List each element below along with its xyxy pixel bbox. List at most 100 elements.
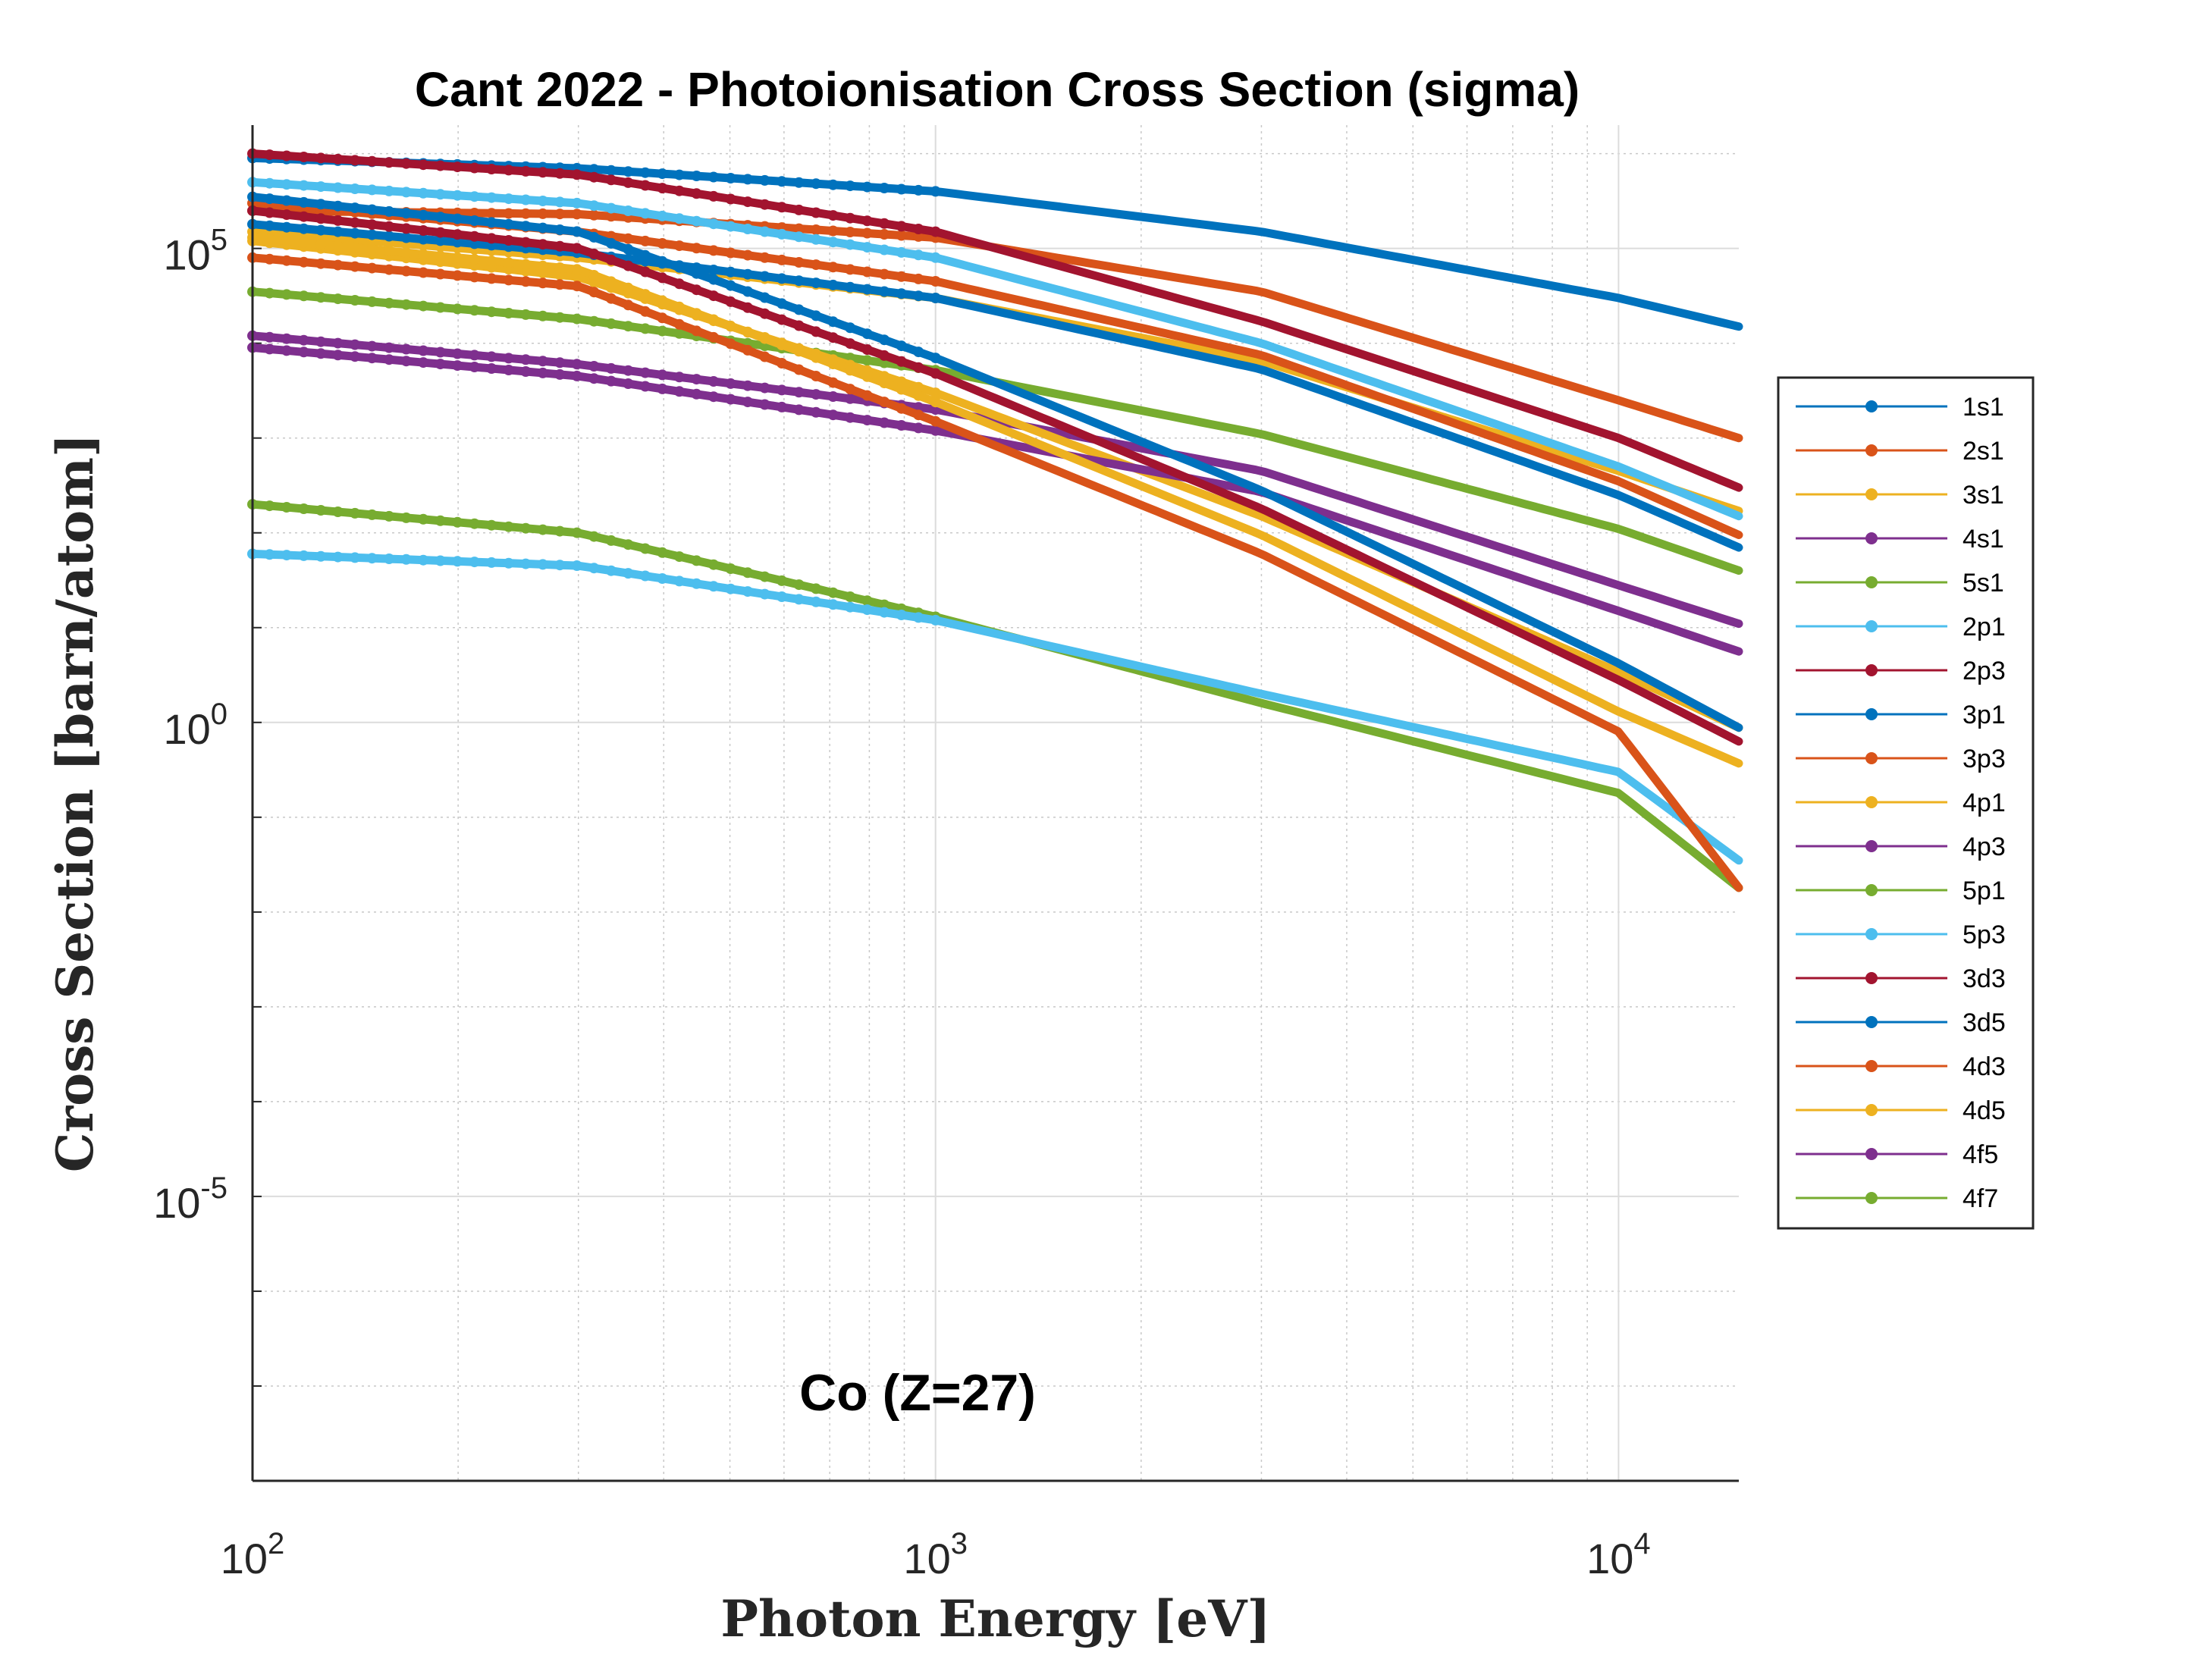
legend-swatch-marker	[1865, 796, 1878, 808]
data-point	[384, 157, 395, 168]
legend-swatch-marker	[1865, 884, 1878, 896]
data-point	[537, 310, 548, 321]
data-point	[418, 159, 429, 171]
data-point	[571, 243, 582, 254]
data-point	[400, 232, 412, 243]
data-point	[708, 190, 719, 202]
data-point	[571, 197, 582, 209]
y-axis-label: Cross Section [barn/atom]	[45, 434, 105, 1172]
legend-label: 2p1	[1963, 613, 2006, 641]
data-point	[845, 281, 856, 293]
data-point	[861, 415, 873, 426]
data-point	[588, 171, 600, 183]
data-point	[827, 316, 839, 328]
data-point	[691, 243, 702, 254]
data-point	[725, 193, 736, 205]
data-point	[708, 274, 719, 285]
data-point	[588, 531, 600, 542]
data-point	[793, 231, 805, 243]
data-point	[384, 510, 395, 522]
data-point	[264, 500, 275, 512]
data-point	[811, 596, 822, 607]
data-point	[913, 381, 924, 393]
data-point	[435, 189, 446, 200]
data-point	[315, 199, 327, 210]
data-point	[503, 235, 514, 246]
data-point	[913, 184, 924, 196]
legend-label: 3d5	[1963, 1008, 2006, 1037]
data-point	[879, 350, 890, 361]
data-point	[691, 188, 702, 199]
legend-swatch-marker	[1865, 972, 1878, 984]
data-point	[896, 610, 907, 620]
data-point	[400, 208, 412, 219]
data-point	[725, 583, 736, 594]
data-point	[708, 218, 719, 230]
data-point	[571, 281, 582, 292]
data-point	[759, 199, 770, 210]
data-point	[777, 228, 787, 240]
data-point	[879, 397, 890, 408]
legend-label: 4s1	[1963, 525, 2004, 554]
data-point	[503, 193, 514, 205]
legend-label: 4f7	[1963, 1184, 1998, 1213]
data-point	[554, 312, 566, 323]
data-point	[264, 343, 275, 355]
data-point	[571, 359, 582, 370]
data-point	[657, 573, 668, 584]
data-point	[930, 416, 941, 427]
data-point	[673, 328, 685, 339]
data-point	[418, 357, 429, 368]
data-point	[452, 270, 463, 281]
data-point	[350, 242, 361, 253]
legend-label: 5s1	[1963, 569, 2004, 597]
data-point	[896, 420, 907, 431]
data-point	[520, 165, 532, 177]
data-point	[777, 176, 787, 187]
data-point	[537, 524, 548, 535]
data-point	[571, 527, 582, 538]
data-point	[554, 279, 566, 290]
data-point	[315, 152, 327, 164]
data-point	[264, 253, 275, 265]
data-point	[469, 254, 480, 265]
data-point	[571, 560, 582, 571]
data-point	[400, 554, 412, 565]
data-point	[315, 239, 327, 250]
data-point	[588, 200, 600, 212]
data-point	[452, 303, 463, 315]
x-tick-label: 102	[221, 1527, 285, 1582]
data-point	[708, 265, 719, 275]
data-point	[793, 346, 805, 357]
data-point	[469, 162, 480, 174]
data-point	[605, 165, 617, 176]
data-point	[435, 515, 446, 526]
data-point	[742, 249, 753, 261]
data-point	[793, 257, 805, 268]
data-point	[673, 575, 685, 587]
data-point	[913, 290, 924, 302]
data-point	[366, 229, 378, 240]
legend-label: 4p3	[1963, 833, 2006, 861]
data-point	[879, 599, 890, 610]
data-point	[623, 539, 634, 550]
data-point	[298, 211, 309, 222]
data-point	[503, 274, 514, 286]
data-point	[350, 183, 361, 194]
legend-label: 2p3	[1963, 657, 2006, 685]
y-tick-label: 10-5	[153, 1171, 227, 1227]
data-point	[913, 249, 924, 261]
data-point	[469, 208, 480, 218]
data-point	[793, 404, 805, 416]
data-point	[588, 361, 600, 372]
data-point	[554, 262, 566, 273]
data-point	[673, 386, 685, 397]
data-point	[588, 563, 600, 574]
data-point	[315, 550, 327, 562]
data-point	[639, 249, 651, 261]
data-point	[811, 326, 822, 337]
data-point	[691, 555, 702, 566]
data-point	[418, 225, 429, 236]
data-point	[469, 271, 480, 283]
data-point	[418, 300, 429, 312]
